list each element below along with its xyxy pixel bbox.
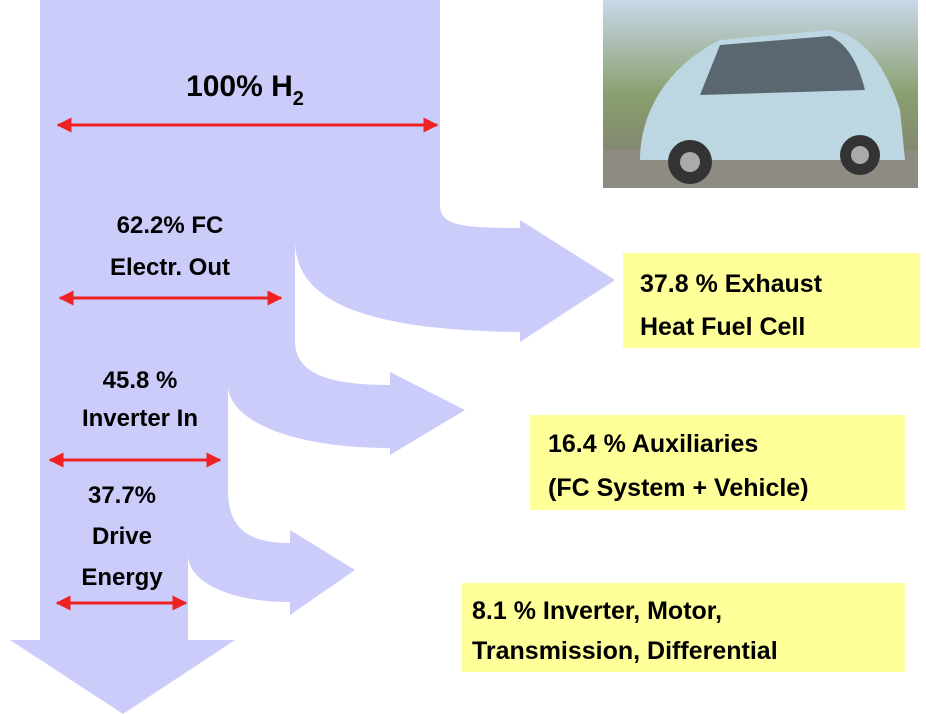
stage-label: 45.8 %	[103, 367, 178, 394]
stage-label: Energy	[81, 564, 163, 591]
loss-label: (FC System + Vehicle)	[548, 474, 809, 502]
stage-label: Inverter In	[82, 405, 198, 432]
loss-label: 16.4 % Auxiliaries	[548, 430, 758, 458]
input-label-text: 100% H	[186, 70, 293, 103]
loss-label: Heat Fuel Cell	[640, 313, 805, 341]
stage-label: 62.2% FC	[117, 212, 224, 239]
loss-label: Transmission, Differential	[472, 637, 778, 665]
loss-label: 37.8 % Exhaust	[640, 270, 823, 298]
photo	[603, 0, 918, 188]
loss-label: 8.1 % Inverter, Motor,	[472, 597, 722, 625]
diagram: 100% H2 62.2% FC Electr. Out 45.8 % Inverte…	[0, 0, 926, 714]
stage-label: Drive	[92, 523, 152, 550]
input-label-subscript: 2	[293, 88, 304, 110]
stage-label: Electr. Out	[110, 254, 230, 281]
stage-label: 37.7%	[88, 482, 156, 509]
